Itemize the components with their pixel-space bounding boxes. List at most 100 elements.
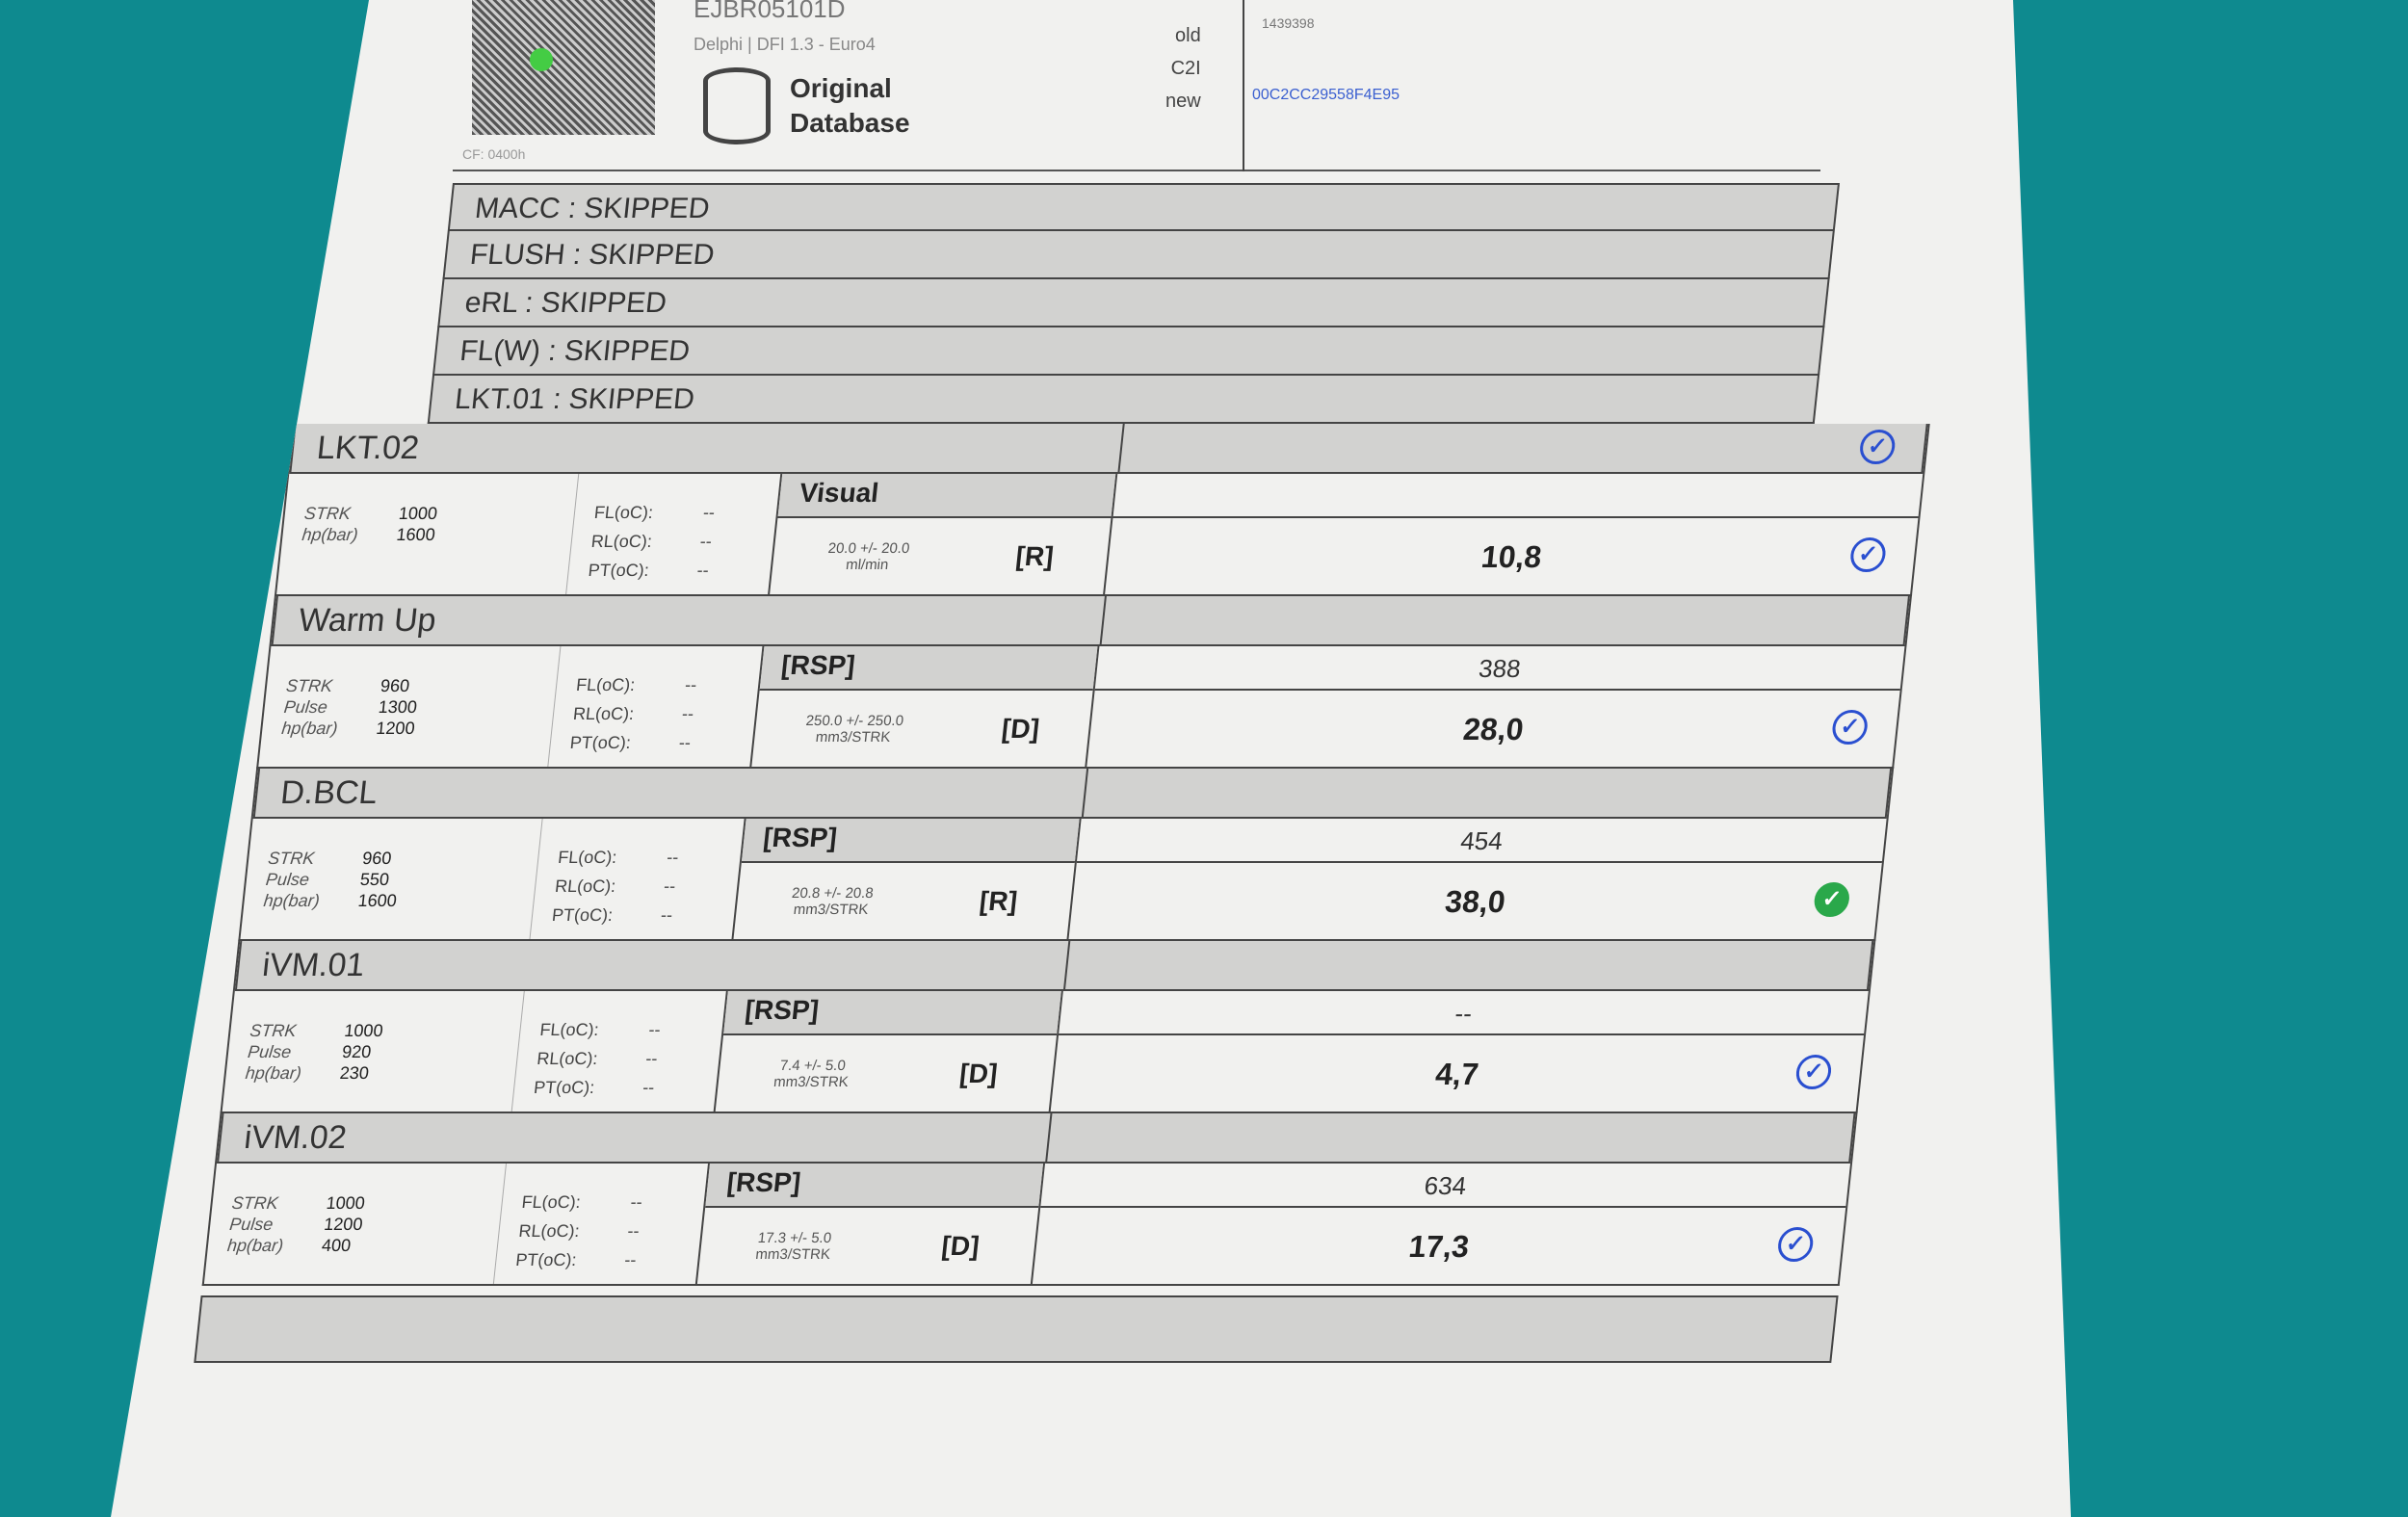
param-labels: STRK Pulse hp(bar) — [259, 848, 325, 939]
new-c2i-value: 00C2CC29558F4E95 — [1252, 87, 1400, 103]
param-value: 1200 — [375, 719, 416, 738]
spec-tolerance: 20.8 +/- 20.8 — [791, 884, 875, 902]
old-label: old — [1175, 25, 1201, 46]
spec-code: [R] — [978, 885, 1019, 916]
test-name: Warm Up — [273, 596, 1107, 644]
temp-values: -- -- -- — [622, 1188, 644, 1284]
temp-value: -- — [666, 848, 680, 867]
temp-label: FL(oC): — [575, 675, 637, 694]
test-header: D.BCL — [252, 769, 1893, 819]
result-cell: 634 17,3 ✓ — [1033, 1164, 1851, 1284]
database-label: Original Database — [790, 73, 910, 138]
injector-code: EJBR05101D — [694, 0, 846, 23]
old-value: 1439398 — [1262, 15, 1315, 31]
spec-unit: mm3/STRK — [815, 728, 892, 745]
check-icon: ✓ — [1848, 537, 1888, 572]
temp-label: FL(oC): — [593, 503, 655, 522]
param-value: 1600 — [356, 891, 398, 910]
test-type: [RSP] — [759, 646, 1098, 691]
test-body: STRK Pulse hp(bar) 1000 920 230 FL(oC): RL(oC):… — [222, 991, 1869, 1112]
spec-body: 7.4 +/- 5.0 mm3/STRK [D] — [716, 1035, 1057, 1112]
temp-value: -- — [695, 561, 710, 580]
spec-tolerance: 20.0 +/- 20.0 — [826, 539, 911, 557]
spec-cell: [RSP] 250.0 +/- 250.0 mm3/STRK [D] — [749, 646, 1100, 767]
results-table: MACC : SKIPPED FLUSH : SKIPPED eRL : SKIPP… — [194, 183, 1955, 1363]
param-labels: STRK Pulse hp(bar) — [277, 675, 343, 767]
param-label: Pulse — [228, 1215, 275, 1234]
test-body: STRK Pulse hp(bar) 960 550 1600 FL(oC): RL(oC):… — [240, 819, 1887, 939]
param-value: 1600 — [395, 525, 436, 544]
result-body: 17,3 ✓ — [1033, 1208, 1845, 1284]
param-values: 1000 1200 400 — [318, 1192, 366, 1284]
test-name: LKT.02 — [291, 424, 1125, 472]
result-cell: -- 4,7 ✓ — [1051, 991, 1869, 1112]
temp-value: -- — [623, 1250, 638, 1269]
test-section: Warm Up STRK Pulse hp(bar) 960 1300 1200 FL(oC)… — [256, 596, 1912, 769]
result-top-value: 454 — [1076, 819, 1887, 863]
test-header: LKT.02 ✓ — [289, 424, 1928, 474]
temp-values: -- -- -- — [659, 843, 681, 939]
test-header: iVM.01 — [234, 941, 1874, 991]
param-labels: STRK Pulse hp(bar) — [223, 1192, 289, 1284]
temp-value: -- — [663, 876, 677, 896]
spec-body: 17.3 +/- 5.0 mm3/STRK [D] — [697, 1208, 1038, 1284]
test-body: STRK Pulse hp(bar) 960 1300 1200 FL(oC): RL(oC)… — [258, 646, 1905, 767]
param-value: 1000 — [343, 1021, 384, 1040]
result-value: 10,8 — [1479, 539, 1544, 574]
param-values: 960 1300 1200 — [372, 675, 420, 767]
check-icon: ✓ — [1812, 882, 1851, 917]
temp-label: FL(oC): — [538, 1020, 600, 1039]
spec-cell: [RSP] 17.3 +/- 5.0 mm3/STRK [D] — [694, 1164, 1046, 1284]
result-body: 28,0 ✓ — [1086, 691, 1899, 767]
temp-labels: FL(oC): RL(oC): PT(oC): — [513, 1188, 585, 1284]
test-section: LKT.02 ✓ STRK hp(bar) 1000 1600 FL(oC): RL(oC):… — [274, 424, 1930, 596]
test-type: [RSP] — [705, 1164, 1044, 1208]
temp-value: -- — [647, 1020, 662, 1039]
database-icon — [703, 67, 771, 144]
result-top-value: 388 — [1094, 646, 1905, 691]
report-header: CF: 0400h EJBR05101D Delphi | DFI 1.3 - … — [453, 0, 1820, 171]
param-label: STRK — [230, 1193, 279, 1213]
test-name: D.BCL — [254, 769, 1089, 817]
spec-body: 20.0 +/- 20.0 ml/min [R] — [770, 518, 1111, 594]
test-params: STRK Pulse hp(bar) 960 1300 1200 — [258, 646, 560, 767]
param-labels: STRK Pulse hp(bar) — [242, 1020, 307, 1112]
temp-values: -- -- -- — [641, 1015, 663, 1112]
spec-cell: Visual 20.0 +/- 20.0 ml/min [R] — [768, 474, 1118, 594]
temp-label: RL(oC): — [554, 876, 617, 896]
qr-code — [472, 0, 655, 135]
spec-range: 250.0 +/- 250.0 mm3/STRK — [803, 713, 904, 745]
temp-values: -- -- -- — [694, 498, 717, 594]
result-value: 38,0 — [1443, 884, 1507, 919]
check-icon: ✓ — [1830, 710, 1870, 745]
test-type: [RSP] — [741, 819, 1080, 863]
spec-cell: [RSP] 20.8 +/- 20.8 mm3/STRK [R] — [731, 819, 1082, 939]
temp-label: PT(oC): — [551, 905, 615, 925]
spec-body: 250.0 +/- 250.0 mm3/STRK [D] — [751, 691, 1092, 767]
test-params: STRK Pulse hp(bar) 1000 920 230 — [222, 991, 524, 1112]
temp-value: -- — [644, 1049, 659, 1068]
param-values: 960 550 1600 — [354, 848, 403, 939]
temp-value: -- — [641, 1078, 656, 1097]
test-header: iVM.02 — [217, 1113, 1856, 1164]
param-label: hp(bar) — [226, 1236, 285, 1255]
param-label: hp(bar) — [244, 1063, 302, 1083]
result-top-value: 634 — [1040, 1164, 1851, 1208]
test-params: STRK hp(bar) 1000 1600 — [276, 474, 578, 594]
result-value: 4,7 — [1433, 1057, 1480, 1091]
spec-code: [R] — [1014, 540, 1056, 571]
skipped-row: eRL : SKIPPED — [437, 279, 1830, 327]
temp-value: -- — [681, 704, 695, 723]
temp-labels: FL(oC): RL(oC): PT(oC): — [567, 670, 639, 767]
check-icon: ✓ — [1794, 1055, 1833, 1089]
result-top-value — [1112, 474, 1924, 518]
param-label: hp(bar) — [262, 891, 321, 910]
new-label: new — [1165, 91, 1201, 112]
spec-tolerance: 17.3 +/- 5.0 — [757, 1229, 833, 1246]
param-value: 400 — [321, 1236, 353, 1255]
test-name: iVM.02 — [219, 1113, 1053, 1162]
check-icon: ✓ — [1858, 430, 1898, 464]
test-section: iVM.02 STRK Pulse hp(bar) 1000 1200 400 FL(oC):… — [201, 1113, 1858, 1286]
temperatures: FL(oC): RL(oC): PT(oC): -- -- -- — [529, 819, 745, 939]
temp-value: -- — [677, 733, 693, 752]
